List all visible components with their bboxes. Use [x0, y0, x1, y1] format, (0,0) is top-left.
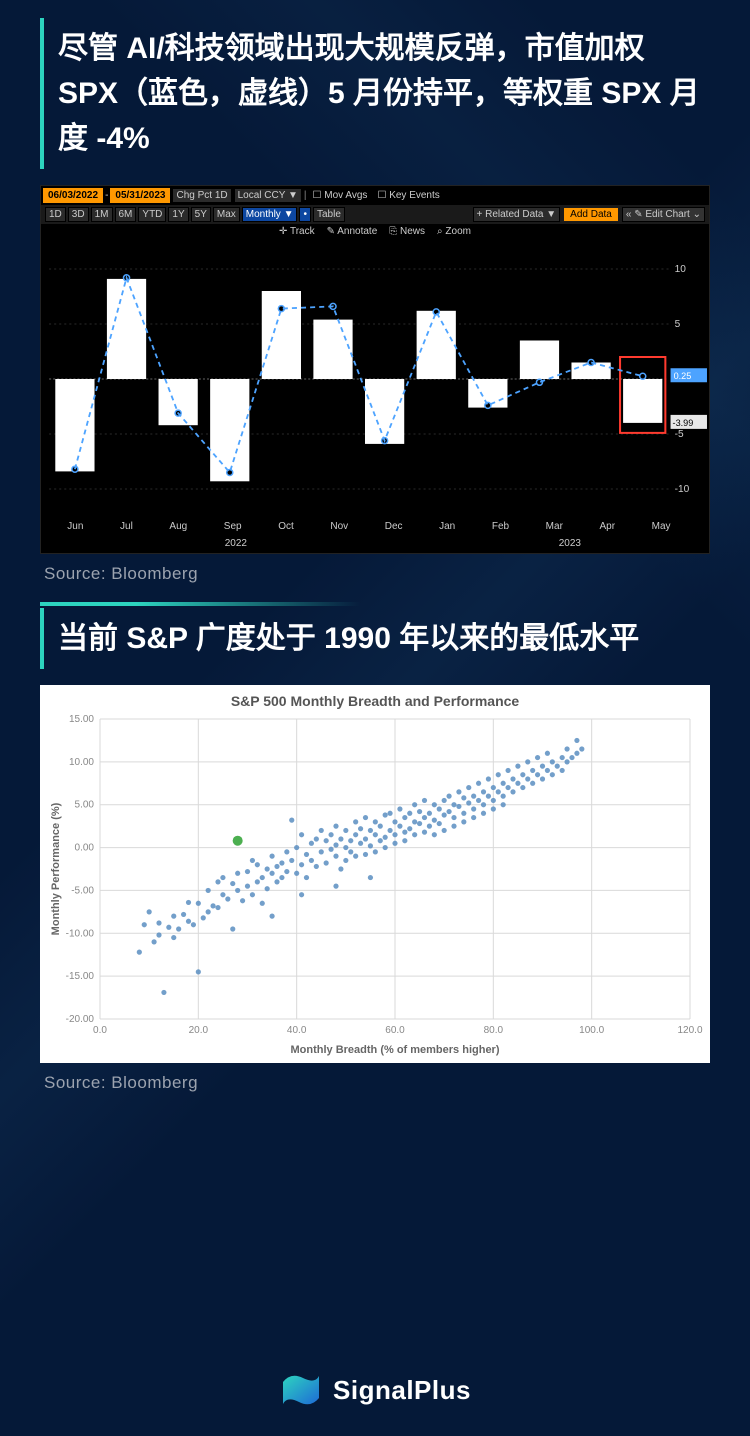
- svg-text:40.0: 40.0: [287, 1025, 307, 1036]
- tool-button[interactable]: ⌕ Zoom: [437, 226, 471, 237]
- svg-text:-10.00: -10.00: [66, 928, 95, 939]
- svg-text:10: 10: [675, 264, 687, 275]
- headline-2: 当前 S&P 广度处于 1990 年以来的最低水平: [40, 608, 710, 669]
- svg-text:-5: -5: [675, 429, 684, 440]
- svg-text:10.00: 10.00: [69, 757, 94, 768]
- tab-chart[interactable]: •: [299, 207, 311, 222]
- range-3d-button[interactable]: 3D: [68, 207, 89, 222]
- svg-text:-20.00: -20.00: [66, 1014, 95, 1025]
- edit-chart-button[interactable]: « ✎ Edit Chart ⌄: [622, 207, 705, 222]
- range-max-button[interactable]: Max: [213, 207, 240, 222]
- bbg-toolbar-range: 1D3D1M6MYTD1Y5YMaxMonthly ▼•Table + Rela…: [41, 205, 709, 224]
- svg-text:0.00: 0.00: [75, 843, 95, 854]
- svg-text:-10: -10: [675, 484, 690, 495]
- key-events-check[interactable]: ☐ Key Events: [373, 190, 443, 201]
- tool-button[interactable]: ✎ Annotate: [327, 226, 378, 237]
- svg-text:20.0: 20.0: [189, 1025, 209, 1036]
- svg-text:-15.00: -15.00: [66, 971, 95, 982]
- chg-pct-button[interactable]: Chg Pct 1D: [172, 188, 231, 203]
- source-2: Source: Bloomberg: [44, 1073, 706, 1093]
- logo-icon: [279, 1372, 323, 1408]
- bloomberg-terminal: 06/03/2022 - 05/31/2023 Chg Pct 1D Local…: [40, 185, 710, 554]
- svg-text:80.0: 80.0: [484, 1025, 504, 1036]
- bbg-toolbar-dates: 06/03/2022 - 05/31/2023 Chg Pct 1D Local…: [41, 186, 709, 205]
- svg-text:-3.99: -3.99: [673, 418, 694, 428]
- range-1m-button[interactable]: 1M: [91, 207, 113, 222]
- range-5y-button[interactable]: 5Y: [191, 207, 211, 222]
- bbg-tools: ✛ Track ✎ Annotate ⎘ News ⌕ Zoom: [41, 224, 709, 239]
- tool-button[interactable]: ✛ Track: [279, 226, 315, 237]
- source-1: Source: Bloomberg: [44, 564, 706, 584]
- range-1d-button[interactable]: 1D: [45, 207, 66, 222]
- range-monthly-button[interactable]: Monthly ▼: [242, 207, 298, 222]
- local-ccy-button[interactable]: Local CCY ▼: [234, 188, 302, 203]
- date-from[interactable]: 06/03/2022: [43, 188, 103, 203]
- range-1y-button[interactable]: 1Y: [168, 207, 188, 222]
- bbg-chart: -10-505100.25-3.99: [41, 239, 709, 519]
- add-data-button[interactable]: Add Data: [564, 208, 618, 221]
- scatter-title: S&P 500 Monthly Breadth and Performance: [44, 693, 706, 709]
- footer-brand: SignalPlus: [333, 1375, 471, 1406]
- tool-button[interactable]: ⎘ News: [389, 226, 425, 237]
- svg-text:15.00: 15.00: [69, 714, 94, 725]
- svg-text:0.0: 0.0: [93, 1025, 107, 1036]
- range-ytd-button[interactable]: YTD: [138, 207, 166, 222]
- svg-text:0.25: 0.25: [674, 371, 692, 381]
- svg-text:60.0: 60.0: [385, 1025, 405, 1036]
- scatter-chart: S&P 500 Monthly Breadth and Performance …: [40, 685, 710, 1063]
- svg-text:120.0: 120.0: [677, 1025, 702, 1036]
- range-6m-button[interactable]: 6M: [115, 207, 137, 222]
- bbg-x-axis: JunJulAugSepOctNovDecJanFebMarAprMay: [41, 519, 709, 538]
- svg-text:Monthly Breadth (% of members: Monthly Breadth (% of members higher): [290, 1044, 499, 1056]
- svg-text:5: 5: [675, 319, 681, 330]
- svg-text:5.00: 5.00: [75, 800, 95, 811]
- svg-text:Monthly Performance (%): Monthly Performance (%): [50, 802, 62, 935]
- footer: SignalPlus: [0, 1372, 750, 1408]
- svg-text:100.0: 100.0: [579, 1025, 604, 1036]
- date-to[interactable]: 05/31/2023: [110, 188, 170, 203]
- tab-table[interactable]: Table: [313, 207, 345, 222]
- mov-avgs-check[interactable]: ☐ Mov Avgs: [309, 190, 372, 201]
- svg-text:-5.00: -5.00: [71, 885, 94, 896]
- bbg-x-sub: 2022 2023: [41, 538, 709, 553]
- headline-1: 尽管 AI/科技领域出现大规模反弹，市值加权 SPX（蓝色，虚线）5 月份持平，…: [40, 18, 710, 169]
- related-data-button[interactable]: + Related Data ▼: [473, 207, 561, 222]
